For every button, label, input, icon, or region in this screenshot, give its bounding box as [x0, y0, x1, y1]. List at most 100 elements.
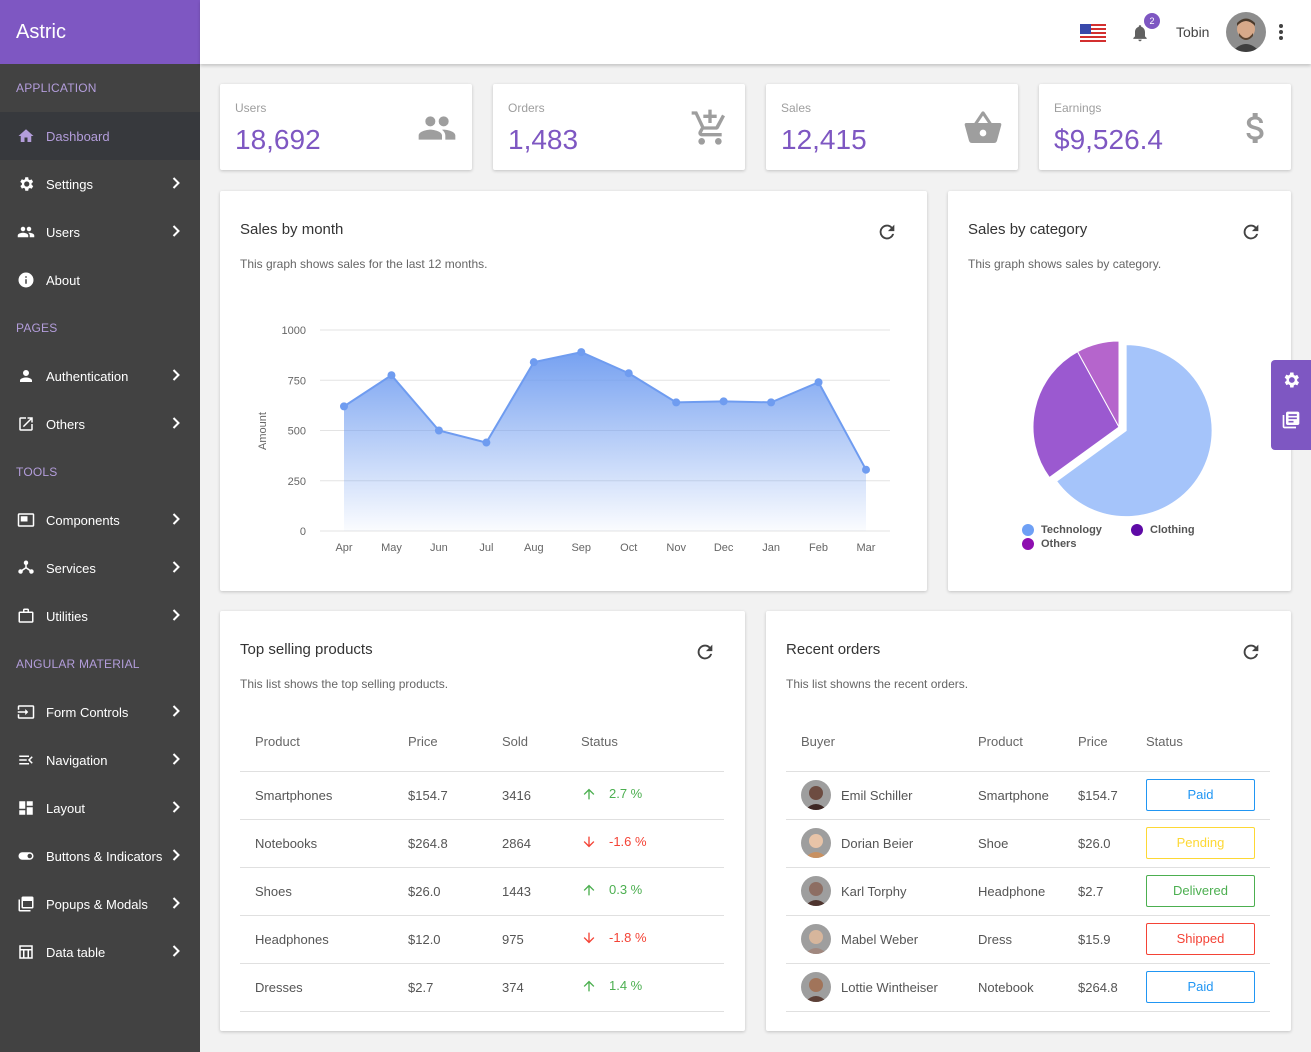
- sold-cell: 2864: [487, 819, 566, 868]
- status-cell: Paid: [1131, 963, 1270, 1012]
- column-header[interactable]: Price: [1063, 713, 1131, 772]
- data-point[interactable]: [482, 438, 491, 447]
- column-header[interactable]: Buyer: [786, 713, 963, 772]
- column-header[interactable]: Sold: [487, 713, 566, 772]
- card-title: Sales by category: [968, 221, 1088, 238]
- column-header[interactable]: Product: [240, 713, 393, 772]
- top-products-table: Product Price Sold Status Smartphones $154.7 3…: [240, 713, 724, 1012]
- avatar[interactable]: [1226, 12, 1266, 52]
- sidebar-item-buttons-indicators[interactable]: Buttons & Indicators: [0, 832, 200, 880]
- column-header[interactable]: Status: [566, 713, 724, 772]
- data-point[interactable]: [577, 348, 586, 357]
- sidebar-item-dashboard[interactable]: Dashboard: [0, 112, 200, 160]
- sidebar-item-users[interactable]: Users: [0, 208, 200, 256]
- chevron-right-icon: [172, 801, 180, 813]
- refresh-icon[interactable]: [694, 641, 716, 663]
- status-cell: -1.8 %: [566, 915, 724, 964]
- table-row[interactable]: Mabel Weber Dress $15.9 Shipped: [786, 915, 1270, 964]
- refresh-icon[interactable]: [1240, 641, 1262, 663]
- status-badge[interactable]: Delivered: [1146, 875, 1255, 907]
- product-cell: Smartphones: [240, 771, 393, 820]
- recent-orders-card: Recent orders This list showns the recen…: [766, 611, 1291, 1031]
- data-point[interactable]: [529, 358, 538, 367]
- table-row[interactable]: Smartphones $154.7 3416 2.7 %: [240, 771, 724, 820]
- x-tick-label: May: [381, 542, 402, 554]
- username[interactable]: Tobin: [1176, 24, 1210, 40]
- price-cell: $15.9: [1063, 915, 1131, 964]
- legend-item[interactable]: Clothing: [1131, 524, 1195, 536]
- sidebar-item-about[interactable]: About: [0, 256, 200, 304]
- gear-icon[interactable]: [1271, 360, 1311, 400]
- status-badge[interactable]: Paid: [1146, 779, 1255, 811]
- table-row[interactable]: Emil Schiller Smartphone $154.7 Paid: [786, 771, 1270, 820]
- sidebar-item-authentication[interactable]: Authentication: [0, 352, 200, 400]
- chevron-right-icon: [172, 609, 180, 621]
- card-title: Sales by month: [240, 221, 344, 238]
- trend-value: -1.8 %: [609, 930, 647, 945]
- table-row[interactable]: Dorian Beier Shoe $26.0 Pending: [786, 819, 1270, 868]
- sidebar-item-label: Buttons & Indicators: [46, 848, 163, 864]
- status-badge[interactable]: Shipped: [1146, 923, 1255, 955]
- x-tick-label: Feb: [809, 542, 828, 554]
- more-vert-icon[interactable]: [1276, 22, 1286, 42]
- data-point[interactable]: [862, 465, 870, 474]
- sidebar-item-others[interactable]: Others: [0, 400, 200, 448]
- sidebar-item-data-table[interactable]: Data table: [0, 928, 200, 976]
- data-point[interactable]: [340, 402, 348, 411]
- column-header[interactable]: Product: [963, 713, 1063, 772]
- chevron-right-icon: [172, 753, 180, 765]
- sidebar-item-navigation[interactable]: Navigation: [0, 736, 200, 784]
- data-point[interactable]: [719, 397, 728, 406]
- us-flag-icon[interactable]: [1080, 24, 1106, 42]
- sold-cell: 3416: [487, 771, 566, 820]
- card-subtitle: This list shows the top selling products…: [240, 677, 449, 691]
- status-badge[interactable]: Pending: [1146, 827, 1255, 859]
- pie-slice-technology[interactable]: [1055, 344, 1213, 518]
- table-row[interactable]: Shoes $26.0 1443 0.3 %: [240, 867, 724, 916]
- arrow-down-icon: [583, 932, 595, 943]
- sidebar-item-layout[interactable]: Layout: [0, 784, 200, 832]
- table-row[interactable]: Headphones $12.0 975 -1.8 %: [240, 915, 724, 964]
- price-cell: $154.7: [1063, 771, 1131, 820]
- column-header[interactable]: Status: [1131, 713, 1270, 772]
- book-list-icon[interactable]: [1271, 400, 1311, 440]
- stat-value: $9,526.4: [1054, 124, 1163, 155]
- sidebar-item-components[interactable]: Components: [0, 496, 200, 544]
- sidebar-item-popups-modals[interactable]: Popups & Modals: [0, 880, 200, 928]
- pie-slice-others[interactable]: [1076, 340, 1120, 428]
- sales-by-month-card: Sales by month This graph shows sales fo…: [220, 191, 927, 591]
- buyer-name: Lottie Wintheiser: [841, 979, 938, 995]
- refresh-icon[interactable]: [1240, 221, 1262, 243]
- buyer-cell: Lottie Wintheiser: [786, 963, 963, 1012]
- data-point[interactable]: [387, 371, 396, 380]
- column-header[interactable]: Price: [393, 713, 487, 772]
- sidebar-item-utilities[interactable]: Utilities: [0, 592, 200, 640]
- data-point[interactable]: [624, 369, 633, 378]
- price-cell: $264.8: [393, 819, 487, 868]
- y-tick-label: 250: [288, 476, 306, 488]
- table-row[interactable]: Lottie Wintheiser Notebook $264.8 Paid: [786, 963, 1270, 1012]
- sidebar-item-settings[interactable]: Settings: [0, 160, 200, 208]
- table-row[interactable]: Dresses $2.7 374 1.4 %: [240, 963, 724, 1012]
- data-point[interactable]: [434, 426, 443, 435]
- x-tick-label: Dec: [714, 542, 734, 554]
- brand-logo[interactable]: Astric: [0, 0, 200, 64]
- pie-slice-clothing[interactable]: [1032, 350, 1120, 479]
- data-point[interactable]: [767, 398, 776, 407]
- status-badge[interactable]: Paid: [1146, 971, 1255, 1003]
- legend-item[interactable]: Others: [1022, 538, 1076, 550]
- data-point[interactable]: [672, 398, 681, 407]
- chevron-right-icon: [172, 225, 180, 237]
- table-icon: [17, 943, 35, 961]
- data-point[interactable]: [814, 378, 823, 387]
- bell-icon[interactable]: [1130, 22, 1150, 44]
- legend-item[interactable]: Technology: [1022, 524, 1102, 536]
- product-cell: Dress: [963, 915, 1063, 964]
- table-header-row: Product Price Sold Status: [240, 713, 724, 772]
- sidebar-item-label: Utilities: [46, 608, 88, 624]
- table-row[interactable]: Notebooks $264.8 2864 -1.6 %: [240, 819, 724, 868]
- legend-label: Technology: [1041, 524, 1102, 536]
- table-row[interactable]: Karl Torphy Headphone $2.7 Delivered: [786, 867, 1270, 916]
- sidebar-item-services[interactable]: Services: [0, 544, 200, 592]
- sidebar-item-form-controls[interactable]: Form Controls: [0, 688, 200, 736]
